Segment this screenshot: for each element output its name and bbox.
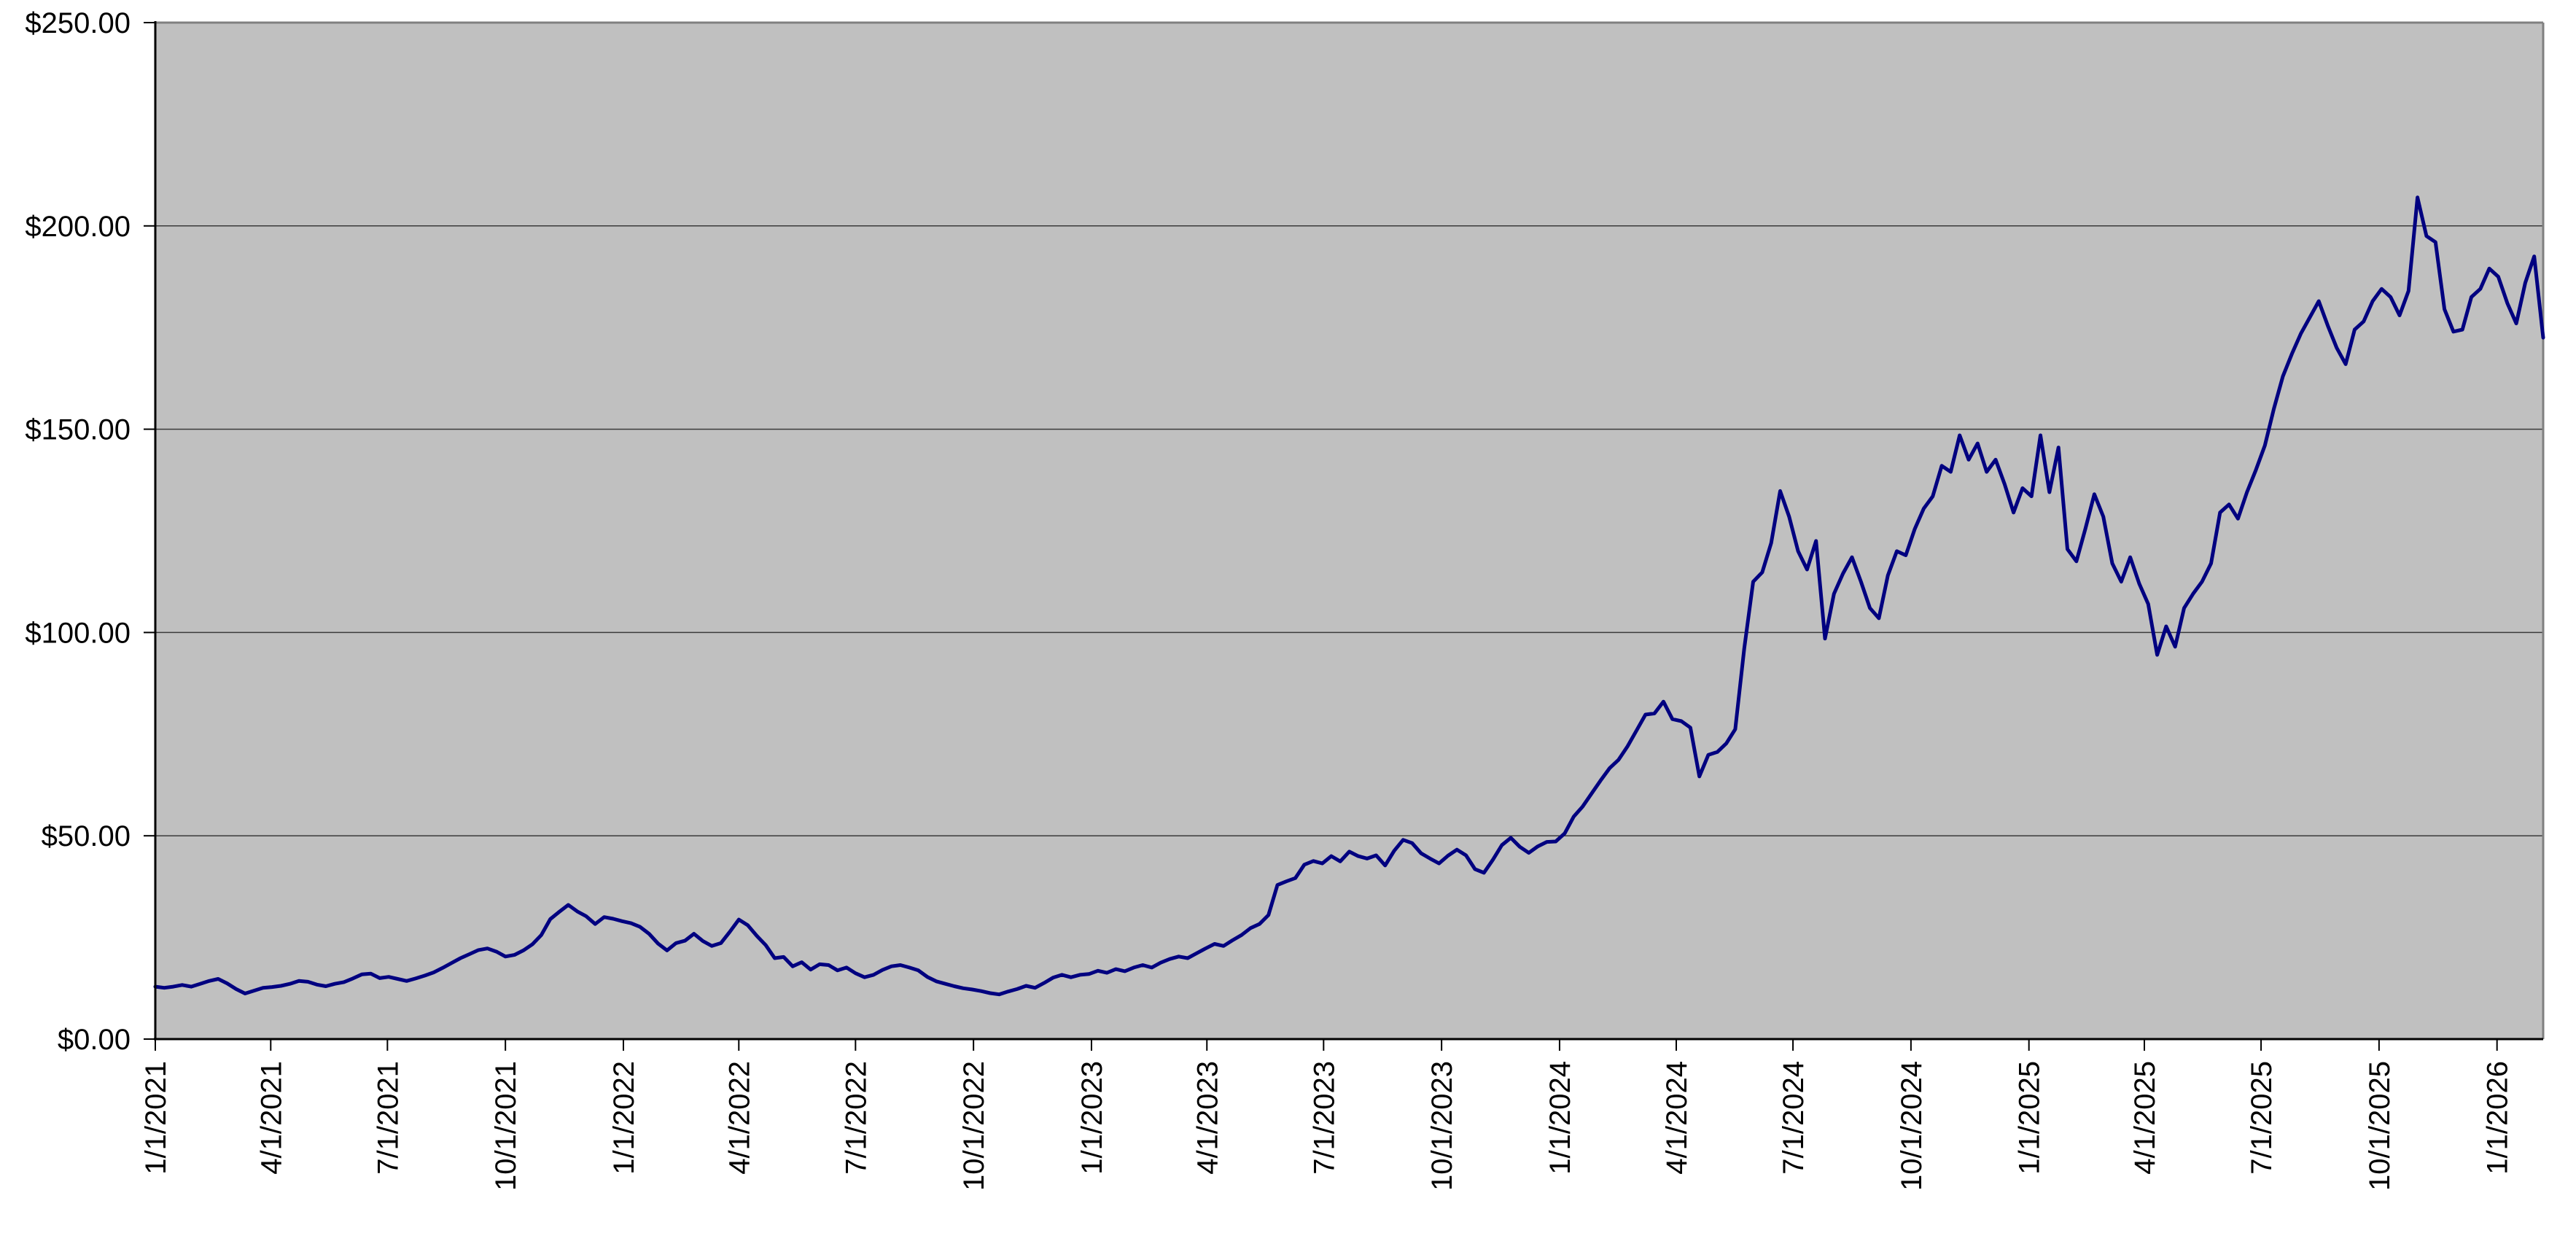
x-axis-label: 1/1/2022: [608, 1061, 640, 1175]
x-axis-label: 10/1/2022: [958, 1061, 990, 1191]
plot-area: [155, 23, 2543, 1039]
x-axis-label: 4/1/2023: [1191, 1061, 1223, 1175]
x-axis-label: 4/1/2022: [723, 1061, 755, 1175]
x-axis-label: 7/1/2022: [840, 1061, 872, 1175]
x-axis-label: 1/1/2025: [2014, 1061, 2046, 1175]
x-axis-label: 7/1/2024: [1778, 1061, 1810, 1175]
price-line: [153, 195, 2545, 997]
y-axis-label: $0.00: [58, 1024, 131, 1056]
y-axis-label: $50.00: [42, 820, 131, 852]
x-axis-label: 10/1/2025: [2364, 1061, 2396, 1191]
x-axis-label: 1/1/2023: [1076, 1061, 1108, 1175]
x-axis-label: 10/1/2023: [1426, 1061, 1458, 1191]
x-axis-label: 4/1/2025: [2129, 1061, 2161, 1175]
x-axis-label: 1/1/2026: [2482, 1061, 2514, 1175]
y-axis-label: $250.00: [25, 7, 131, 39]
x-axis-label: 1/1/2024: [1544, 1061, 1576, 1175]
x-axis-label: 10/1/2024: [1896, 1061, 1928, 1191]
y-axis-label: $100.00: [25, 617, 131, 649]
x-axis-label: 10/1/2021: [490, 1061, 522, 1191]
y-axis-label: $200.00: [25, 211, 131, 243]
x-axis-label: 4/1/2024: [1661, 1061, 1693, 1175]
x-axis-label: 7/1/2021: [372, 1061, 404, 1175]
x-axis-label: 7/1/2025: [2246, 1061, 2278, 1175]
x-axis-label: 4/1/2021: [255, 1061, 287, 1175]
x-axis-label: 7/1/2023: [1308, 1061, 1340, 1175]
y-axis-label: $150.00: [25, 414, 131, 446]
x-axis-label: 1/1/2021: [140, 1061, 172, 1175]
